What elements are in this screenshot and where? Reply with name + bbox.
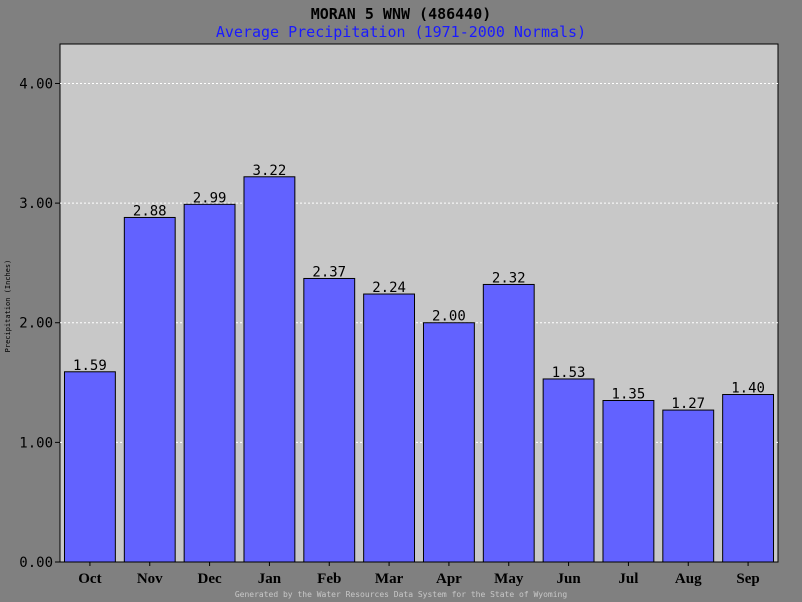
- data-label: 2.99: [193, 190, 227, 206]
- bar-dec: [183, 203, 236, 563]
- y-tick-label: 2.00: [19, 316, 53, 332]
- y-tick-label: 4.00: [19, 76, 53, 92]
- x-tick-label: Jan: [258, 571, 282, 587]
- bar-feb: [303, 277, 356, 563]
- bar-oct: [63, 371, 116, 563]
- y-tick-label: 3.00: [19, 196, 53, 212]
- footer-credit: Generated by the Water Resources Data Sy…: [234, 590, 568, 599]
- data-label: 2.24: [372, 280, 406, 296]
- data-label: 2.32: [492, 270, 526, 286]
- y-tick-label: 1.00: [19, 435, 53, 451]
- bar-jan: [243, 176, 296, 563]
- x-tick-label: Apr: [436, 571, 462, 587]
- x-tick-label: Dec: [198, 571, 222, 587]
- y-tick-label: 0.00: [19, 555, 53, 571]
- bar-nov: [123, 216, 176, 563]
- bar-may: [482, 283, 535, 563]
- bar-sep: [722, 394, 775, 563]
- x-tick-label: Sep: [736, 571, 759, 587]
- bar-jul: [602, 399, 655, 563]
- plot-area: [59, 43, 779, 563]
- x-tick-label: Aug: [675, 571, 702, 587]
- x-tick-label: Feb: [317, 571, 341, 587]
- data-label: 2.88: [133, 203, 167, 219]
- chart-title: MORAN 5 WNW (486440): [310, 5, 492, 23]
- chart-subtitle: Average Precipitation (1971-2000 Normals…: [215, 23, 587, 41]
- bar-apr: [422, 322, 475, 563]
- x-tick-label: Mar: [375, 571, 404, 587]
- data-label: 1.35: [612, 386, 646, 402]
- bar-mar: [363, 293, 416, 563]
- data-label: 1.59: [73, 358, 107, 374]
- bar-aug: [662, 409, 715, 563]
- data-label: 1.53: [552, 365, 586, 381]
- data-label: 2.00: [432, 309, 466, 325]
- data-label: 2.37: [312, 264, 346, 280]
- bar-jun: [542, 378, 595, 563]
- x-tick-label: Nov: [137, 571, 163, 587]
- data-label: 3.22: [253, 163, 287, 179]
- x-tick-label: Jul: [618, 571, 638, 587]
- x-tick-label: Jun: [556, 571, 581, 587]
- x-tick-label: Oct: [78, 571, 101, 587]
- x-tick-label: May: [494, 571, 524, 587]
- data-label: 1.27: [671, 396, 705, 412]
- data-label: 1.40: [731, 381, 765, 397]
